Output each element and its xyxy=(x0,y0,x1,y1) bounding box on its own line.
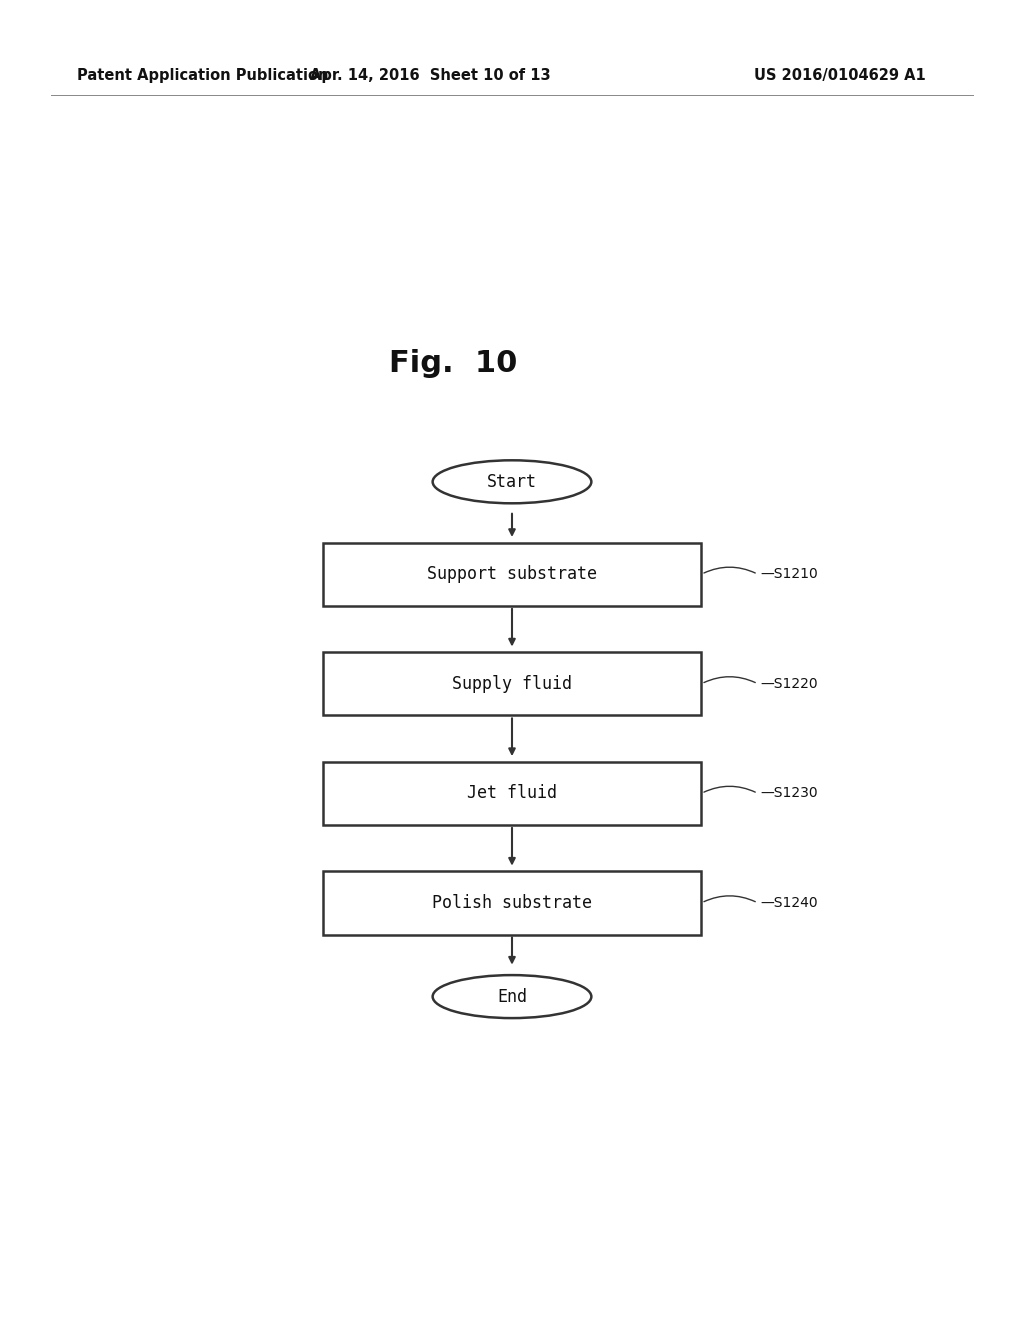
Text: —S1240: —S1240 xyxy=(761,896,818,909)
Text: Support substrate: Support substrate xyxy=(427,565,597,583)
Text: Start: Start xyxy=(487,473,537,491)
Text: End: End xyxy=(497,987,527,1006)
Text: Supply fluid: Supply fluid xyxy=(452,675,572,693)
Bar xyxy=(323,543,701,606)
Text: —S1210: —S1210 xyxy=(761,568,818,581)
Text: Polish substrate: Polish substrate xyxy=(432,894,592,912)
Text: —S1230: —S1230 xyxy=(761,787,818,800)
Text: —S1220: —S1220 xyxy=(761,677,818,690)
Text: Jet fluid: Jet fluid xyxy=(467,784,557,803)
Bar xyxy=(323,762,701,825)
Text: Fig.  10: Fig. 10 xyxy=(389,348,517,378)
Text: US 2016/0104629 A1: US 2016/0104629 A1 xyxy=(754,67,926,83)
Bar xyxy=(323,871,701,935)
Ellipse shape xyxy=(432,461,592,503)
Text: Apr. 14, 2016  Sheet 10 of 13: Apr. 14, 2016 Sheet 10 of 13 xyxy=(310,67,550,83)
Bar xyxy=(323,652,701,715)
Text: Patent Application Publication: Patent Application Publication xyxy=(77,67,329,83)
Ellipse shape xyxy=(432,975,592,1018)
